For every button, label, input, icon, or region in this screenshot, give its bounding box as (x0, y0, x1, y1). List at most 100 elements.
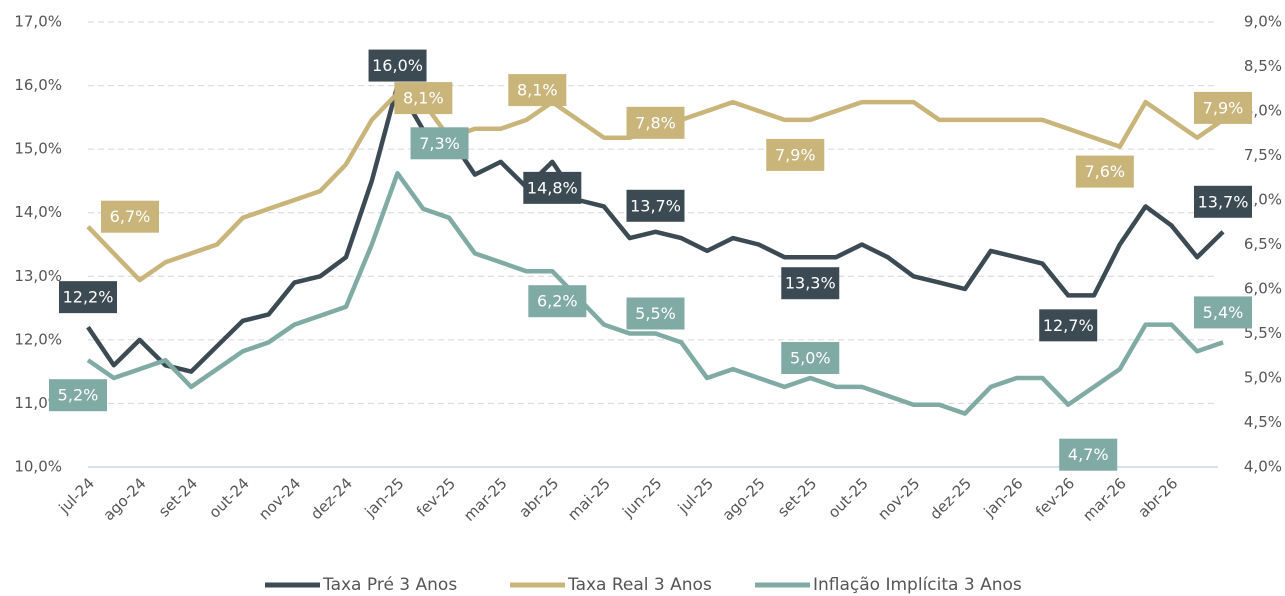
data-label-text: 12,2% (63, 288, 114, 307)
data-label-box (410, 127, 469, 160)
y2-tick-label: 7,5% (1244, 146, 1282, 164)
data-label: 13,7% (626, 189, 685, 222)
data-label-text: 7,9% (775, 145, 816, 164)
data-label: 13,7% (1194, 185, 1252, 218)
data-label-text: 16,0% (372, 56, 423, 75)
y2-tick-label: 6,5% (1244, 235, 1282, 253)
x-tick-label: dez-25 (926, 474, 975, 523)
data-label-box (1194, 296, 1252, 329)
data-label-text: 4,7% (1068, 445, 1109, 464)
data-label-text: 8,1% (517, 81, 558, 100)
data-label: 7,9% (766, 138, 825, 171)
data-label: 14,8% (523, 171, 582, 204)
y-tick-label: 14,0% (14, 203, 62, 221)
data-label-box (49, 379, 107, 412)
x-tick-label: fev-26 (1032, 474, 1078, 520)
data-label: 13,3% (781, 267, 840, 300)
data-label: 12,7% (1039, 309, 1098, 342)
data-label: 5,4% (1194, 296, 1252, 329)
x-tick-label: out-25 (824, 474, 871, 521)
data-label-text: 5,2% (58, 386, 99, 405)
legend-label: Taxa Pré 3 Anos (322, 575, 457, 595)
y2-tick-label: 8,0% (1244, 102, 1282, 120)
data-label-box (1194, 185, 1252, 218)
data-label: 5,0% (781, 342, 840, 374)
data-label-text: 12,7% (1043, 316, 1094, 335)
x-tick-label: jul-25 (674, 474, 717, 517)
x-tick-label: fev-25 (413, 474, 459, 520)
x-tick-label: dez-24 (307, 474, 356, 523)
y-tick-label: 10,0% (14, 458, 62, 476)
data-label-text: 13,7% (1198, 192, 1249, 211)
x-tick-label: jan-25 (361, 474, 408, 521)
y2-tick-label: 5,0% (1244, 369, 1282, 387)
data-label-box (781, 342, 840, 374)
data-label: 5,5% (626, 297, 685, 330)
data-label: 4,7% (1059, 438, 1118, 471)
series-line (86, 171, 1224, 416)
x-tick-label: nov-25 (874, 474, 923, 523)
data-label-text: 6,2% (537, 292, 578, 311)
x-tick-label: ago-25 (719, 474, 769, 524)
data-label-box (626, 297, 685, 330)
data-label-box (1194, 91, 1252, 124)
data-label-box (59, 281, 117, 314)
x-tick-label: mar-25 (460, 474, 511, 525)
data-label-box (1075, 155, 1134, 188)
data-label: 16,0% (368, 49, 427, 82)
x-tick-label: abr-26 (1134, 474, 1181, 521)
x-tick-label: jan-26 (980, 474, 1027, 521)
y2-tick-label: 5,5% (1244, 324, 1282, 342)
data-label-text: 13,3% (785, 274, 836, 293)
data-label: 6,7% (101, 200, 159, 233)
x-tick-label: ago-24 (100, 474, 150, 524)
data-label-box (1059, 438, 1118, 471)
data-label-box (626, 189, 685, 222)
y2-tick-label: 8,5% (1244, 57, 1282, 75)
data-label-text: 14,8% (527, 178, 578, 197)
data-label-box (101, 200, 159, 233)
y2-tick-label: 7,0% (1244, 191, 1282, 209)
data-label: 7,3% (410, 127, 469, 160)
series-line (86, 83, 1225, 374)
data-label: 8,1% (394, 82, 453, 115)
data-label-text: 7,6% (1084, 162, 1125, 181)
y-tick-label: 12,0% (14, 330, 62, 348)
x-tick-label: nov-24 (255, 474, 304, 523)
data-label: 7,8% (626, 106, 685, 139)
y2-tick-label: 9,0% (1244, 13, 1282, 31)
data-label-text: 8,1% (403, 89, 444, 108)
x-tick-label: out-24 (205, 474, 252, 521)
x-tick-label: set-24 (155, 474, 201, 520)
data-label: 12,2% (59, 281, 117, 314)
legend-label: Inflação Implícita 3 Anos (813, 575, 1022, 595)
x-tick-label: set-25 (774, 474, 820, 520)
y-tick-label: 17,0% (14, 13, 62, 31)
legend-label: Taxa Real 3 Anos (567, 575, 712, 595)
data-label: 8,1% (508, 74, 567, 107)
y2-tick-label: 4,5% (1244, 413, 1282, 431)
data-label-text: 13,7% (630, 196, 681, 215)
data-label-box (626, 106, 685, 139)
data-label-box (1039, 309, 1098, 342)
data-label-box (508, 74, 567, 107)
data-label-box (523, 171, 582, 204)
y-tick-label: 16,0% (14, 76, 62, 94)
data-label-text: 6,7% (110, 207, 151, 226)
data-label-text: 5,0% (790, 349, 831, 368)
data-label-text: 7,3% (419, 134, 460, 153)
y2-tick-label: 4,0% (1244, 458, 1282, 476)
x-tick-label: jul-24 (55, 474, 98, 517)
data-label-box (781, 267, 840, 300)
data-label-box (528, 285, 587, 318)
y2-tick-label: 6,0% (1244, 280, 1282, 298)
data-label: 7,6% (1075, 155, 1134, 188)
data-label-box (766, 138, 825, 171)
x-tick-label: mar-26 (1079, 474, 1130, 525)
x-tick-label: mai-25 (564, 474, 614, 524)
data-label-text: 7,9% (1203, 98, 1244, 117)
data-label-box (394, 82, 453, 115)
x-tick-label: abr-25 (515, 474, 562, 521)
data-label: 5,2% (49, 379, 107, 412)
